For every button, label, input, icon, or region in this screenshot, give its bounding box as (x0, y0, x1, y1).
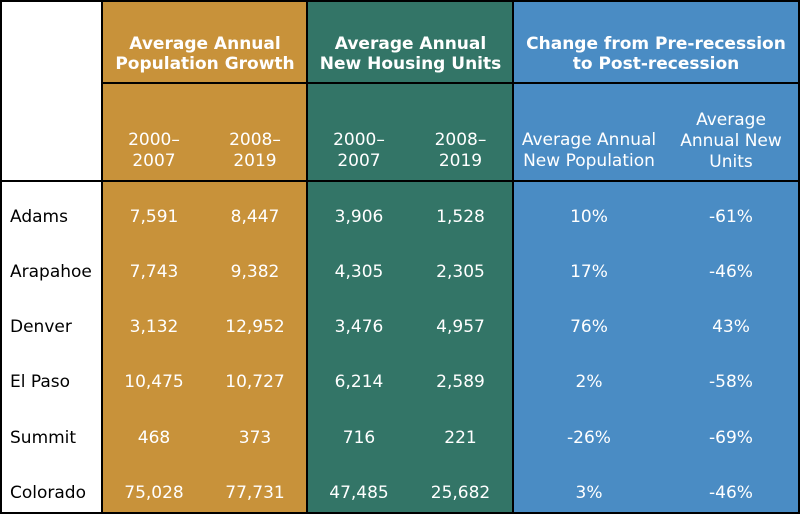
header-divider (0, 180, 800, 182)
cell-pop-2000: 7,591 (129, 207, 179, 227)
cell-change-pop: 2% (575, 372, 603, 392)
cell-house-2000: 47,485 (329, 483, 389, 503)
cell-pop-2008: 12,952 (225, 317, 285, 337)
cell-pop-2000: 75,028 (124, 483, 184, 503)
cell-pop-2008: 10,727 (225, 372, 285, 392)
population-group-header: Average Annual Population Growth (115, 34, 295, 74)
row-label-colorado: Colorado (10, 483, 86, 503)
cell-change-units: 43% (712, 317, 750, 337)
cell-change-units: -69% (709, 428, 753, 448)
header-avg-new-population: Average Annual New Population (521, 130, 657, 171)
row-label-summit: Summit (10, 428, 77, 448)
population-band (102, 2, 307, 512)
right-border (798, 0, 800, 514)
cell-house-2000: 716 (342, 428, 376, 448)
cell-house-2000: 3,476 (334, 317, 384, 337)
cell-pop-2000: 3,132 (129, 317, 179, 337)
left-border (0, 0, 2, 514)
header-pop-2000-2007: 2000– 2007 (128, 130, 180, 171)
cell-pop-2000: 7,743 (129, 262, 179, 282)
change-band (513, 2, 798, 512)
cell-house-2008: 2,589 (436, 372, 485, 392)
cell-change-units: -61% (709, 207, 753, 227)
cell-pop-2008: 373 (238, 428, 272, 448)
cell-pop-2008: 77,731 (225, 483, 285, 503)
cell-house-2008: 25,682 (430, 483, 491, 503)
cell-house-2000: 3,906 (334, 207, 384, 227)
row-label-adams: Adams (10, 207, 68, 227)
cell-house-2008: 1,528 (436, 207, 485, 227)
group-header-divider (102, 82, 800, 84)
cell-change-pop: 17% (570, 262, 608, 282)
cell-house-2000: 4,305 (334, 262, 384, 282)
header-house-2000-2007: 2000– 2007 (333, 130, 385, 171)
row-label-el-paso: El Paso (10, 372, 71, 392)
row-label-arapahoe: Arapahoe (10, 262, 92, 282)
cell-change-pop: -26% (567, 428, 611, 448)
cell-change-pop: 76% (570, 317, 608, 337)
row-label-denver: Denver (10, 317, 72, 337)
cell-change-units: -46% (709, 483, 753, 503)
cell-pop-2000: 468 (137, 428, 171, 448)
housing-band (307, 2, 513, 512)
cell-house-2008: 2,305 (436, 262, 485, 282)
cell-house-2000: 6,214 (334, 372, 384, 392)
cell-pop-2008: 8,447 (230, 207, 280, 227)
cell-change-pop: 3% (575, 483, 603, 503)
housing-group-header: Average Annual New Housing Units (319, 34, 502, 74)
cell-change-units: -58% (709, 372, 753, 392)
label-column-divider (101, 0, 103, 514)
top-border (0, 0, 800, 2)
header-pop-2008-2019: 2008– 2019 (229, 130, 281, 171)
bottom-border (0, 512, 800, 514)
change-group-header: Change from Pre-recession to Post-recess… (526, 34, 786, 74)
header-avg-new-units: Average Annual New Units (680, 110, 782, 172)
header-house-2008-2019: 2008– 2019 (434, 130, 487, 171)
cell-change-pop: 10% (570, 207, 608, 227)
cell-pop-2008: 9,382 (230, 262, 280, 282)
cell-house-2008: 221 (444, 428, 477, 448)
cell-pop-2000: 10,475 (124, 372, 184, 392)
housing-change-divider (512, 0, 514, 514)
cell-house-2008: 4,957 (436, 317, 485, 337)
cell-change-units: -46% (709, 262, 753, 282)
population-housing-divider (306, 0, 308, 514)
